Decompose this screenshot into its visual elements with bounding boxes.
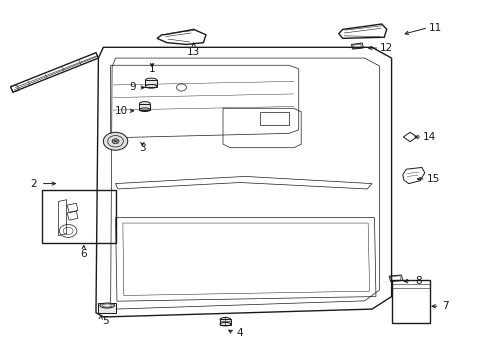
- Bar: [140, 104, 150, 110]
- Bar: [260, 112, 289, 126]
- Text: 6: 6: [80, 248, 87, 258]
- Text: 5: 5: [102, 316, 109, 325]
- Bar: [42, 190, 116, 243]
- Ellipse shape: [140, 102, 150, 105]
- Circle shape: [103, 132, 128, 150]
- Text: 12: 12: [380, 43, 393, 53]
- Text: 9: 9: [129, 82, 136, 93]
- Text: 14: 14: [423, 132, 436, 142]
- Bar: [146, 80, 157, 87]
- Text: 4: 4: [237, 328, 244, 338]
- Text: 10: 10: [115, 106, 128, 116]
- Ellipse shape: [146, 78, 157, 82]
- Text: 1: 1: [149, 64, 155, 74]
- Text: 13: 13: [187, 46, 200, 57]
- Bar: [220, 319, 231, 324]
- Text: 7: 7: [442, 301, 449, 311]
- Text: 8: 8: [415, 276, 422, 286]
- Ellipse shape: [220, 318, 231, 321]
- Text: 11: 11: [429, 23, 442, 33]
- Text: 15: 15: [426, 174, 440, 184]
- Text: 2: 2: [30, 179, 37, 189]
- Ellipse shape: [100, 303, 115, 308]
- Text: 3: 3: [139, 143, 146, 153]
- Bar: [98, 303, 116, 314]
